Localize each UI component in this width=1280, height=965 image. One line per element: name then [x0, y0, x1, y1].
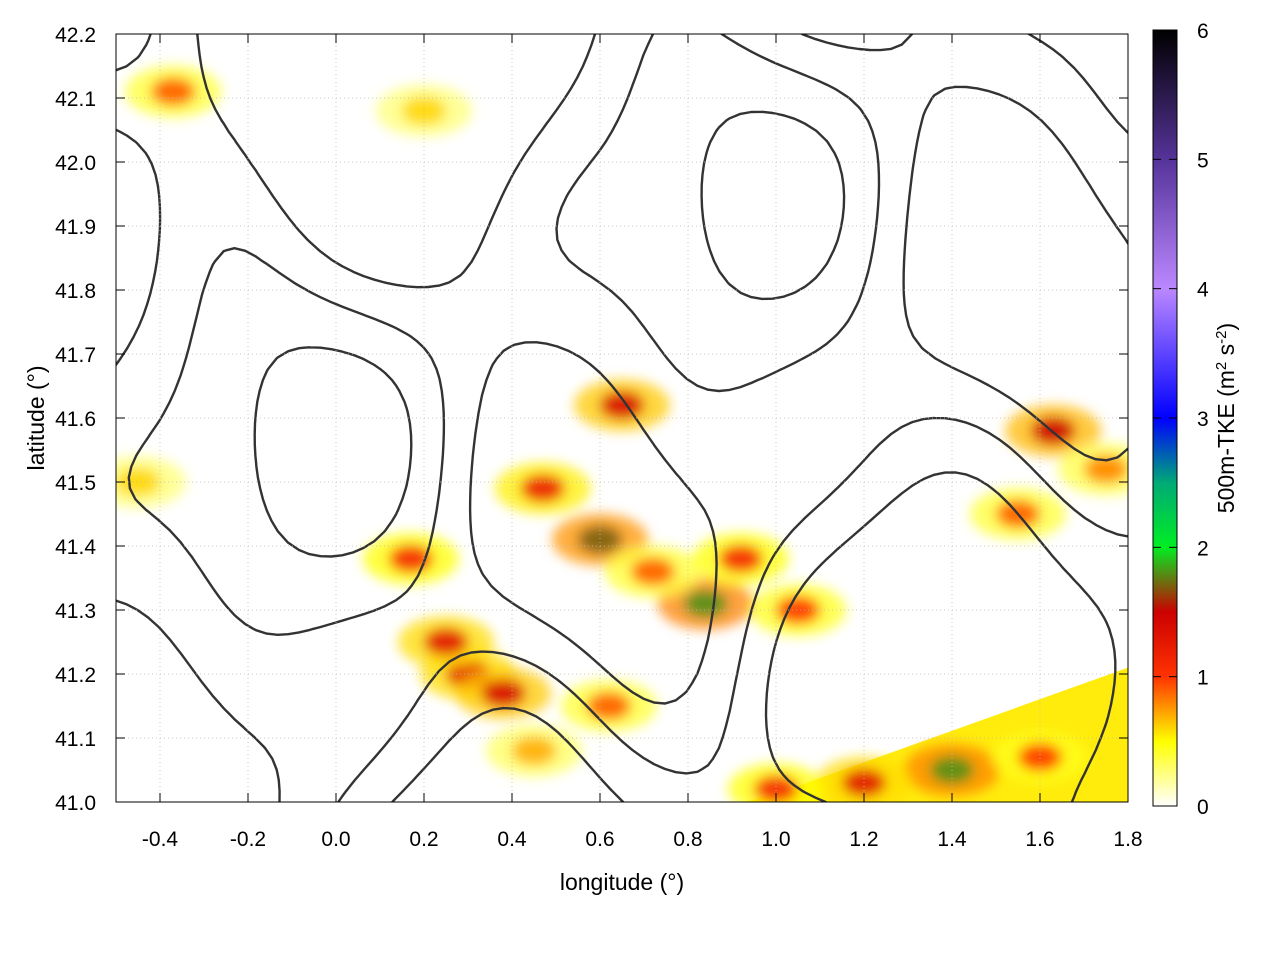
colorbar-title: 500m-TKE (m2 s-2)	[1213, 323, 1240, 513]
y-tick-label: 42.2	[55, 24, 96, 47]
x-tick-label: -0.2	[230, 828, 266, 851]
tke-core	[1018, 743, 1062, 772]
y-tick-label: 41.3	[55, 600, 96, 623]
x-tick-label: 0.8	[673, 828, 702, 851]
x-tick-label: 1.2	[849, 828, 878, 851]
colorbar-tick-label: 4	[1197, 279, 1209, 302]
tke-core	[630, 557, 675, 586]
tke-core	[586, 692, 631, 720]
tke-core	[600, 391, 644, 420]
y-axis-ticks: 41.0 41.1 41.2 41.3 41.4 41.5 41.6 41.7 41.8 41.9…	[55, 24, 1128, 815]
terrain-contour-line	[253, 110, 1117, 802]
x-axis-title: longitude (°)	[560, 869, 684, 895]
colorbar-tick-label: 6	[1197, 20, 1209, 43]
tke-core	[424, 628, 468, 656]
x-tick-label: 1.4	[937, 828, 967, 851]
y-tick-label: 42.1	[55, 88, 96, 111]
tke-core	[718, 544, 763, 573]
colorbar-title-sup1: 2	[1213, 362, 1230, 370]
y-tick-label: 41.4	[55, 536, 96, 559]
tke-core	[512, 736, 556, 765]
x-tick-label: 1.8	[1113, 828, 1142, 851]
tke-core	[683, 589, 728, 618]
tke-core	[116, 468, 160, 496]
tke-core	[754, 775, 798, 802]
x-tick-label: 1.6	[1025, 828, 1054, 851]
y-tick-label: 41.0	[55, 792, 96, 815]
terrain-contours	[116, 34, 1128, 802]
x-tick-label: 0.0	[321, 828, 350, 851]
colorbar-title-sup2: -2	[1213, 330, 1230, 343]
terrain-contour-line	[116, 34, 1128, 802]
x-tick-label: 0.4	[497, 828, 527, 851]
colorbar-tick-label: 3	[1197, 408, 1209, 431]
y-tick-label: 41.1	[55, 728, 96, 751]
y-tick-label: 41.5	[55, 472, 96, 495]
colorbar-title-main: 500m-TKE (m	[1213, 370, 1239, 513]
tke-core	[578, 525, 622, 554]
y-axis-title: latitude (°)	[23, 365, 49, 470]
terrain-contour-line	[116, 34, 1128, 802]
y-tick-label: 41.6	[55, 408, 96, 431]
tke-core	[1084, 455, 1128, 484]
colorbar-tick-label: 1	[1197, 667, 1209, 690]
colorbar-title-end: )	[1213, 323, 1239, 331]
x-tick-label: -0.4	[142, 828, 179, 851]
y-tick-label: 41.2	[55, 664, 96, 687]
tke-core	[520, 474, 565, 503]
x-axis-ticks: -0.4 -0.2 0.0 0.2 0.4 0.6 0.8 1.0 1.2 1.4 1.6 1.8	[142, 34, 1143, 851]
tke-core	[151, 77, 196, 106]
colorbar-tick-label: 0	[1197, 796, 1209, 819]
colorbar-ticks: 0 1 2 3 4 5 6	[1153, 20, 1209, 819]
y-tick-label: 41.8	[55, 280, 96, 303]
x-tick-label: 0.6	[585, 828, 614, 851]
colorbar-tick-label: 5	[1197, 149, 1209, 172]
x-tick-label: 0.2	[409, 828, 438, 851]
tke-core	[481, 679, 526, 708]
tke-core	[776, 596, 820, 624]
colorbar-tick-label: 2	[1197, 537, 1209, 560]
y-tick-label: 42.0	[55, 152, 96, 175]
y-tick-label: 41.7	[55, 344, 96, 367]
x-tick-label: 1.0	[761, 828, 790, 851]
y-tick-label: 41.9	[55, 216, 96, 239]
colorbar-title-mid: s	[1213, 344, 1239, 362]
